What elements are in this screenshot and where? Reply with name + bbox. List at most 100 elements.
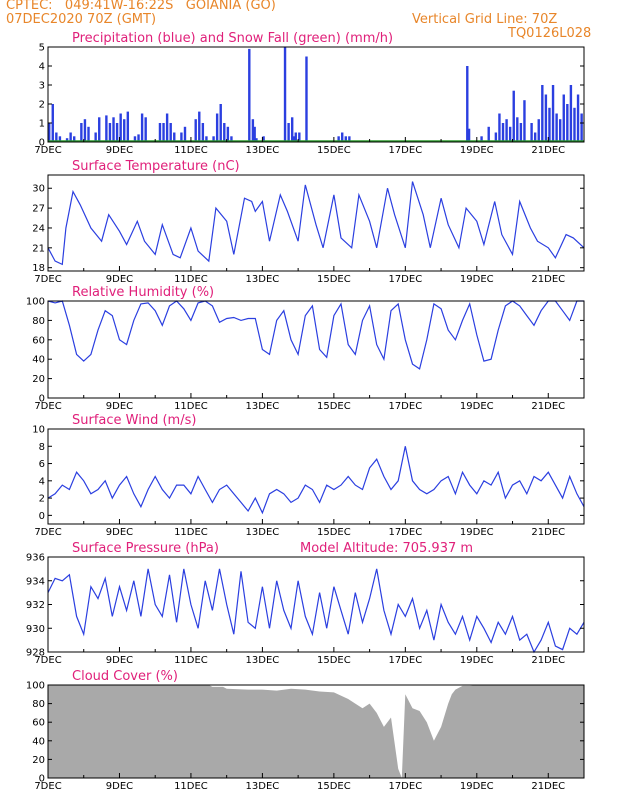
cloud-ytick-label: 100 xyxy=(26,681,45,692)
pressure-xtick-label: 9DEC xyxy=(106,655,133,666)
precip-bar xyxy=(551,85,555,142)
precip-bar xyxy=(144,117,147,142)
rh-ytick-label: 80 xyxy=(32,316,45,327)
precip-bar xyxy=(548,107,551,142)
pressure-ytick-label: 932 xyxy=(26,600,45,611)
rh-xtick-label: 11DEC xyxy=(174,401,208,412)
precip-bar xyxy=(516,117,519,142)
rh-ytick-label: 0 xyxy=(39,394,45,405)
wind-ytick-label: 4 xyxy=(39,476,45,487)
run-date: 07DEC2020 70Z (GMT) xyxy=(6,12,157,27)
rh-ytick-label: 40 xyxy=(32,355,45,366)
precip-bar xyxy=(98,117,101,142)
pressure-title: Surface Pressure (hPa) xyxy=(72,541,219,556)
precip-bar xyxy=(341,132,344,142)
wind-xtick-label: 11DEC xyxy=(174,527,208,538)
precip-bar xyxy=(133,136,137,142)
temp-xtick-label: 9DEC xyxy=(106,274,133,285)
temp-xtick-label: 21DEC xyxy=(531,274,565,285)
precip-bar xyxy=(180,132,183,142)
rh-ytick-label: 60 xyxy=(32,335,45,346)
rh-title: Relative Humidity (%) xyxy=(72,285,214,300)
wind-xtick-label: 13DEC xyxy=(246,527,280,538)
precip-ytick-label: 5 xyxy=(39,43,45,54)
precip-bar xyxy=(576,94,580,142)
model-code: TQ0126L028 xyxy=(508,26,592,41)
precip-bar xyxy=(305,56,308,142)
precip-bar xyxy=(108,123,112,142)
precip-bar xyxy=(119,113,122,142)
pressure-ytick-label: 928 xyxy=(26,648,45,659)
precip-bar xyxy=(523,100,526,142)
precip-bar xyxy=(251,119,255,142)
precip-bar xyxy=(348,136,351,142)
precip-bar xyxy=(255,138,258,142)
pressure-xtick-label: 13DEC xyxy=(246,655,280,666)
precip-xtick-label: 11DEC xyxy=(174,145,208,156)
rh-xtick-label: 9DEC xyxy=(106,401,133,412)
precip-bar xyxy=(165,113,169,142)
precip-bar xyxy=(137,134,140,142)
precip-bar xyxy=(51,104,54,142)
precip-bar xyxy=(530,123,533,142)
precip-bar xyxy=(162,123,165,142)
temp-ytick-label: 18 xyxy=(32,263,45,274)
pressure-ytick-label: 936 xyxy=(26,553,45,564)
rh-ytick-label: 100 xyxy=(26,297,45,308)
precip-bar xyxy=(290,117,294,142)
precip-bar xyxy=(201,123,205,142)
cloud-cover-area xyxy=(48,685,584,778)
wind-xtick-label: 9DEC xyxy=(106,527,133,538)
precip-ytick-label: 0 xyxy=(39,138,45,149)
precip-bar xyxy=(283,47,287,142)
temp-xtick-label: 7DEC xyxy=(34,274,61,285)
precip-bar xyxy=(94,132,97,142)
pressure-xtick-label: 15DEC xyxy=(317,655,351,666)
precip-xtick-label: 15DEC xyxy=(317,145,351,156)
cloud-xtick-label: 9DEC xyxy=(106,781,133,792)
precip-bar xyxy=(140,113,144,142)
precip-xtick-label: 19DEC xyxy=(460,145,494,156)
precip-bar xyxy=(87,126,90,142)
precip-bar xyxy=(537,119,540,142)
precip-bar xyxy=(198,111,201,142)
precip-bar xyxy=(573,107,576,142)
cloud-xtick-label: 21DEC xyxy=(531,781,565,792)
wind-series-line xyxy=(47,446,585,515)
precip-bar xyxy=(115,123,119,142)
precip-bar xyxy=(105,115,108,142)
precip-bar xyxy=(580,113,583,142)
precip-bar xyxy=(112,117,115,142)
wind-frame xyxy=(47,428,585,525)
precip-bar xyxy=(169,123,172,142)
precip-bar xyxy=(205,136,208,142)
cloud-xtick-label: 15DEC xyxy=(317,781,351,792)
precip-bar xyxy=(126,111,130,142)
cloud-ytick-label: 60 xyxy=(32,718,45,729)
pressure-ytick-label: 934 xyxy=(26,576,45,587)
precip-xtick-label: 13DEC xyxy=(246,145,280,156)
rh-series-line xyxy=(47,300,584,370)
cloud-ytick-label: 40 xyxy=(32,736,45,747)
rh-xtick-label: 19DEC xyxy=(460,401,494,412)
precip-bar xyxy=(226,126,230,142)
rh-xtick-label: 21DEC xyxy=(531,401,565,412)
temp-xtick-label: 13DEC xyxy=(246,274,280,285)
precip-bar xyxy=(248,48,251,142)
rh-xtick-label: 13DEC xyxy=(246,401,280,412)
precip-xtick-label: 17DEC xyxy=(388,145,422,156)
precip-bar xyxy=(194,119,197,142)
precip-title: Precipitation (blue) and Snow Fall (gree… xyxy=(72,31,393,46)
precip-bar xyxy=(230,136,233,142)
cloud-ytick-label: 80 xyxy=(32,699,45,710)
precip-bar xyxy=(544,94,548,142)
wind-ytick-label: 8 xyxy=(39,442,45,453)
precip-xtick-label: 7DEC xyxy=(34,145,61,156)
cloud-xtick-label: 19DEC xyxy=(460,781,494,792)
rh-ytick-label: 20 xyxy=(32,374,45,385)
precip-bar xyxy=(55,132,58,142)
precip-bar xyxy=(480,136,483,142)
precip-bar xyxy=(69,132,72,142)
precip-bar xyxy=(466,66,469,142)
precip-xtick-label: 9DEC xyxy=(106,145,133,156)
